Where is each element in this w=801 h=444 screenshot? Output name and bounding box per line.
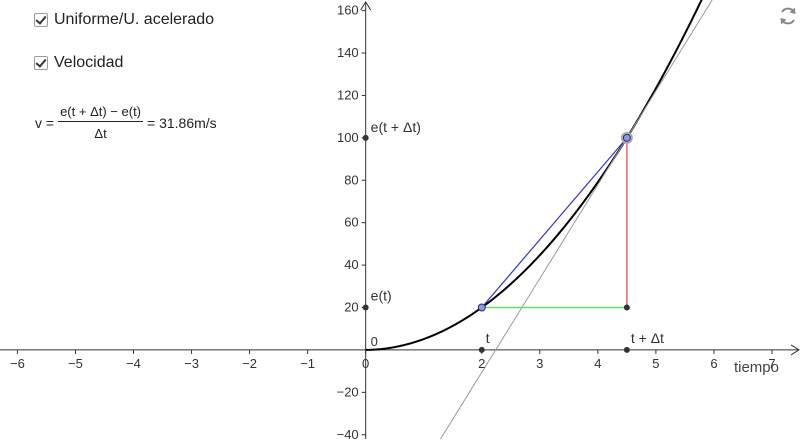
point-upper (622, 133, 631, 142)
x-tick-label: 5 (652, 356, 659, 371)
x-tick-label: 0 (362, 356, 369, 371)
reset-icon[interactable] (776, 4, 800, 28)
checkbox-velocity-label: Velocidad (54, 54, 124, 71)
y-tick-label: 160 (337, 3, 359, 18)
label-e-t: e(t) (371, 288, 392, 304)
velocity-formula: v = e(t + Δt) − e(t) Δt = 31.86m/s (35, 104, 217, 141)
point-corner (623, 304, 630, 311)
y-tick-label: 100 (337, 130, 359, 145)
x-axis-arrow (790, 344, 800, 356)
y-tick-label: −40 (337, 427, 359, 439)
point-e-t (362, 304, 369, 311)
formula-lhs: v = (35, 114, 55, 131)
label-e-t-plus-dt: e(t + Δt) (371, 119, 421, 135)
y-axis-arrow (360, 1, 372, 11)
formula-numerator: e(t + Δt) − e(t) (58, 104, 144, 122)
checkbox-uniform-accelerated[interactable]: Uniforme/U. acelerado (34, 11, 214, 29)
x-tick-label: −4 (126, 356, 141, 371)
y-tick-label: 20 (344, 300, 358, 315)
y-tick-label: 140 (337, 45, 359, 60)
x-tick-label: 4 (594, 356, 601, 371)
label-t: t (486, 330, 490, 346)
y-tick-label: 40 (344, 257, 358, 272)
tick-labels: −6 −5 −4 −3 −2 −1 0 2 3 4 5 6 7 −40 −20 20 40 60 80 100 120 1… (10, 3, 779, 442)
y-tick-label: 80 (344, 172, 358, 187)
x-tick-label: 6 (710, 356, 717, 371)
x-tick-label: 2 (478, 356, 485, 371)
reset-button[interactable] (776, 4, 800, 28)
formula-result: = 31.86m/s (147, 114, 217, 131)
marks (362, 131, 633, 353)
point-e-t-plus-dt (362, 134, 369, 141)
check-icon[interactable] (34, 13, 48, 27)
tangent-line (440, 0, 713, 440)
x-tick-label: −2 (242, 356, 257, 371)
origin-label: 0 (371, 334, 378, 349)
x-tick-label: 3 (536, 356, 543, 371)
formula-denominator: Δt (94, 126, 107, 141)
x-tick-label: −3 (184, 356, 199, 371)
x-tick-label: −5 (68, 356, 83, 371)
x-tick-label: 7 (768, 356, 775, 371)
x-axis-title: tiempo (734, 359, 779, 376)
curves (365, 0, 713, 440)
position-curve (365, 0, 703, 351)
y-tick-label: 60 (344, 215, 358, 230)
y-tick-label: 120 (337, 87, 359, 102)
point-t (478, 346, 485, 353)
x-tick-label: −6 (10, 356, 25, 371)
label-t-plus-dt: t + Δt (631, 330, 664, 346)
x-tick-label: −1 (300, 356, 315, 371)
point-t-plus-dt (623, 346, 630, 353)
secant-line (481, 137, 628, 308)
checkbox-velocity[interactable]: Velocidad (34, 54, 123, 72)
point-lower (477, 303, 486, 312)
formula-fraction: e(t + Δt) − e(t) Δt (58, 104, 144, 141)
y-tick-label: −20 (337, 384, 359, 399)
check-icon[interactable] (34, 56, 48, 70)
checkbox-uniform-label: Uniforme/U. acelerado (54, 11, 215, 28)
point-upper-halo (620, 131, 633, 144)
